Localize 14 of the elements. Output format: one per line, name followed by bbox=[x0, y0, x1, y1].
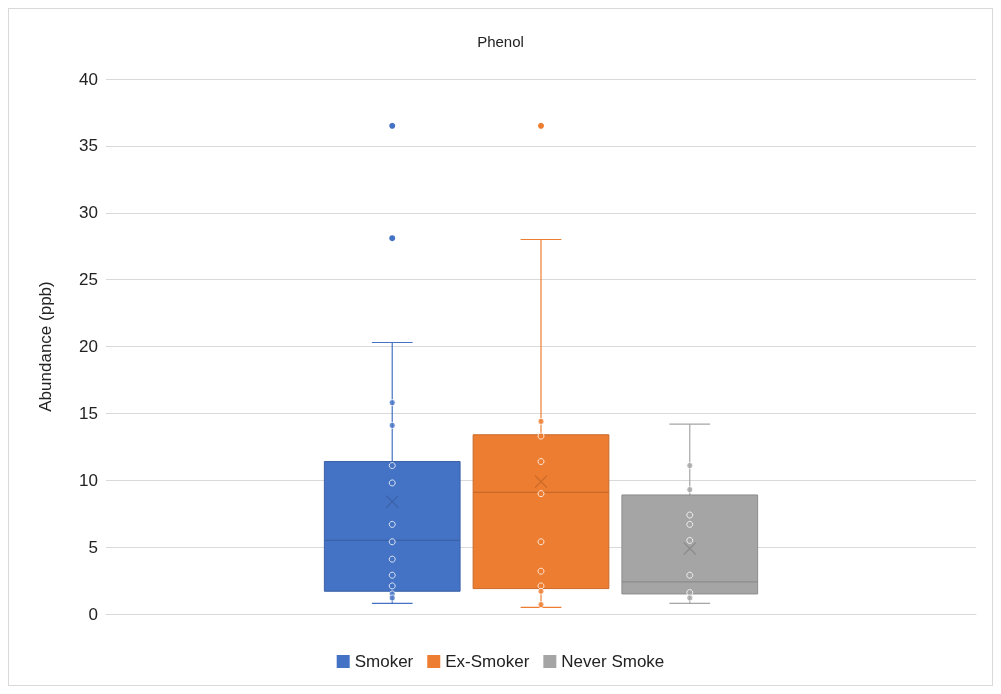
legend-label: Smoker bbox=[354, 652, 414, 671]
y-tick-label: 20 bbox=[79, 337, 98, 356]
y-axis-title: Abundance (ppb) bbox=[36, 281, 55, 412]
y-tick-label: 10 bbox=[79, 470, 98, 490]
y-tick-label: 15 bbox=[79, 403, 98, 423]
y-tick-label: 30 bbox=[79, 203, 98, 223]
y-tick-label: 40 bbox=[79, 69, 98, 89]
chart-title: Phenol bbox=[477, 33, 524, 50]
legend-label: Ex-Smoker bbox=[445, 652, 530, 671]
y-tick-label: 25 bbox=[79, 270, 98, 290]
y-tick-label: 0 bbox=[88, 604, 98, 624]
y-tick-label: 5 bbox=[88, 537, 98, 557]
y-tick-label: 35 bbox=[79, 136, 98, 156]
legend-label: Never Smoke bbox=[561, 652, 665, 671]
